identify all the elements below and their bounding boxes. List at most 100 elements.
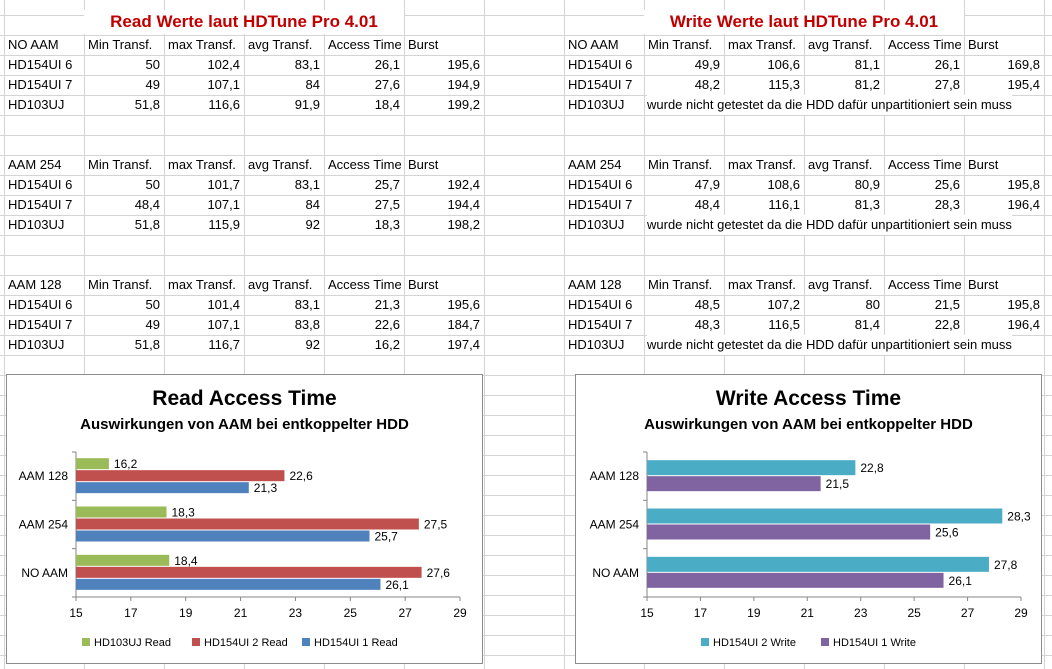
header-cell[interactable]: Burst [408, 277, 439, 292]
row-name-cell[interactable]: HD103UJ [8, 337, 65, 352]
value-cell[interactable]: 116,6 [208, 97, 240, 112]
value-cell[interactable]: 49 [145, 77, 160, 92]
header-cell[interactable]: Access Time [888, 157, 962, 172]
value-cell[interactable]: 26,1 [934, 57, 960, 72]
header-cell[interactable]: Min Transf. [648, 277, 713, 292]
header-cell[interactable]: avg Transf. [808, 37, 873, 52]
header-cell[interactable]: Min Transf. [88, 277, 153, 292]
value-cell[interactable]: 48,4 [694, 197, 720, 212]
row-name-cell[interactable]: HD154UI 6 [568, 297, 633, 312]
value-cell[interactable]: 25,6 [934, 177, 960, 192]
header-cell[interactable]: max Transf. [728, 277, 796, 292]
value-cell[interactable]: 195,8 [1007, 177, 1040, 192]
row-name-cell[interactable]: HD154UI 7 [8, 197, 73, 212]
row-name-cell[interactable]: HD154UI 6 [568, 57, 633, 72]
row-name-cell[interactable]: HD103UJ [568, 217, 625, 232]
value-cell[interactable]: 195,6 [447, 297, 480, 312]
row-name-cell[interactable]: HD103UJ [568, 337, 625, 352]
header-cell[interactable]: avg Transf. [808, 277, 873, 292]
value-cell[interactable]: 84 [305, 77, 320, 92]
value-cell[interactable]: 195,4 [1007, 77, 1040, 92]
value-cell[interactable]: 81,3 [854, 197, 880, 212]
header-cell[interactable]: Min Transf. [648, 157, 713, 172]
value-cell[interactable]: 108,6 [767, 177, 800, 192]
value-cell[interactable]: 28,3 [934, 197, 960, 212]
row-name-cell[interactable]: HD154UI 7 [8, 77, 73, 92]
value-cell[interactable]: 197,4 [447, 337, 480, 352]
header-cell[interactable]: Burst [968, 277, 999, 292]
row-name-cell[interactable]: HD154UI 6 [8, 57, 73, 72]
value-cell[interactable]: 196,4 [1007, 317, 1040, 332]
group-label-cell[interactable]: AAM 254 [8, 157, 62, 172]
header-cell[interactable]: max Transf. [728, 157, 796, 172]
group-label-cell[interactable]: NO AAM [568, 37, 619, 52]
header-cell[interactable]: Burst [968, 37, 999, 52]
value-cell[interactable]: 195,8 [1007, 297, 1040, 312]
header-cell[interactable]: Burst [408, 37, 439, 52]
group-label-cell[interactable]: NO AAM [8, 37, 59, 52]
header-cell[interactable]: avg Transf. [808, 157, 873, 172]
value-cell[interactable]: 116,1 [768, 197, 800, 212]
value-cell[interactable]: 194,4 [447, 197, 480, 212]
value-cell[interactable]: 83,1 [294, 297, 320, 312]
value-cell[interactable]: 116,5 [768, 317, 800, 332]
value-cell[interactable]: 48,4 [134, 197, 160, 212]
value-cell[interactable]: 27,5 [374, 197, 400, 212]
row-name-cell[interactable]: HD154UI 6 [8, 177, 73, 192]
group-label-cell[interactable]: AAM 128 [8, 277, 62, 292]
value-cell[interactable]: 184,7 [447, 317, 480, 332]
header-cell[interactable]: avg Transf. [248, 37, 313, 52]
group-label-cell[interactable]: AAM 128 [568, 277, 622, 292]
value-cell[interactable]: 116,7 [208, 337, 240, 352]
value-cell[interactable]: 115,3 [768, 77, 800, 92]
value-cell[interactable]: 83,1 [294, 57, 320, 72]
value-cell[interactable]: 107,1 [207, 197, 240, 212]
header-cell[interactable]: Access Time [328, 277, 402, 292]
header-cell[interactable]: Min Transf. [88, 37, 153, 52]
value-cell[interactable]: 25,7 [374, 177, 400, 192]
value-cell[interactable]: 26,1 [374, 57, 400, 72]
value-cell[interactable]: 27,8 [934, 77, 960, 92]
value-cell[interactable]: 195,6 [447, 57, 480, 72]
value-cell[interactable]: 22,8 [934, 317, 960, 332]
value-cell[interactable]: 192,4 [447, 177, 480, 192]
header-cell[interactable]: max Transf. [168, 157, 236, 172]
value-cell[interactable]: 48,3 [694, 317, 720, 332]
header-cell[interactable]: Access Time [888, 277, 962, 292]
value-cell[interactable]: 81,4 [854, 317, 880, 332]
value-cell[interactable]: 199,2 [447, 97, 480, 112]
value-cell[interactable]: 198,2 [447, 217, 480, 232]
value-cell[interactable]: 27,6 [374, 77, 400, 92]
value-cell[interactable]: 81,1 [854, 57, 880, 72]
header-cell[interactable]: Min Transf. [88, 157, 153, 172]
value-cell[interactable]: 83,8 [294, 317, 320, 332]
value-cell[interactable]: 107,1 [207, 77, 240, 92]
value-cell[interactable]: 92 [305, 217, 320, 232]
value-cell[interactable]: 22,6 [374, 317, 400, 332]
row-name-cell[interactable]: HD103UJ [8, 97, 65, 112]
value-cell[interactable]: 115,9 [208, 217, 240, 232]
value-cell[interactable]: 16,2 [374, 337, 400, 352]
row-name-cell[interactable]: HD103UJ [568, 97, 625, 112]
header-cell[interactable]: avg Transf. [248, 277, 313, 292]
value-cell[interactable]: 91,9 [294, 97, 320, 112]
row-name-cell[interactable]: HD154UI 7 [568, 77, 633, 92]
value-cell[interactable]: 169,8 [1007, 57, 1040, 72]
header-cell[interactable]: Access Time [888, 37, 962, 52]
row-name-cell[interactable]: HD154UI 7 [568, 317, 633, 332]
header-cell[interactable]: avg Transf. [248, 157, 313, 172]
row-name-cell[interactable]: HD154UI 7 [568, 197, 633, 212]
value-cell[interactable]: 48,2 [694, 77, 720, 92]
write-access-time-chart[interactable]: Write Access Time Auswirkungen von AAM b… [575, 374, 1042, 664]
value-cell[interactable]: 80 [865, 297, 880, 312]
value-cell[interactable]: 83,1 [294, 177, 320, 192]
value-cell[interactable]: 21,5 [934, 297, 960, 312]
value-cell[interactable]: 51,8 [134, 97, 160, 112]
header-cell[interactable]: Access Time [328, 157, 402, 172]
group-label-cell[interactable]: AAM 254 [568, 157, 622, 172]
header-cell[interactable]: Min Transf. [648, 37, 713, 52]
header-cell[interactable]: Burst [408, 157, 439, 172]
value-cell[interactable]: 50 [145, 297, 160, 312]
header-cell[interactable]: max Transf. [168, 37, 236, 52]
value-cell[interactable]: 107,1 [207, 317, 240, 332]
